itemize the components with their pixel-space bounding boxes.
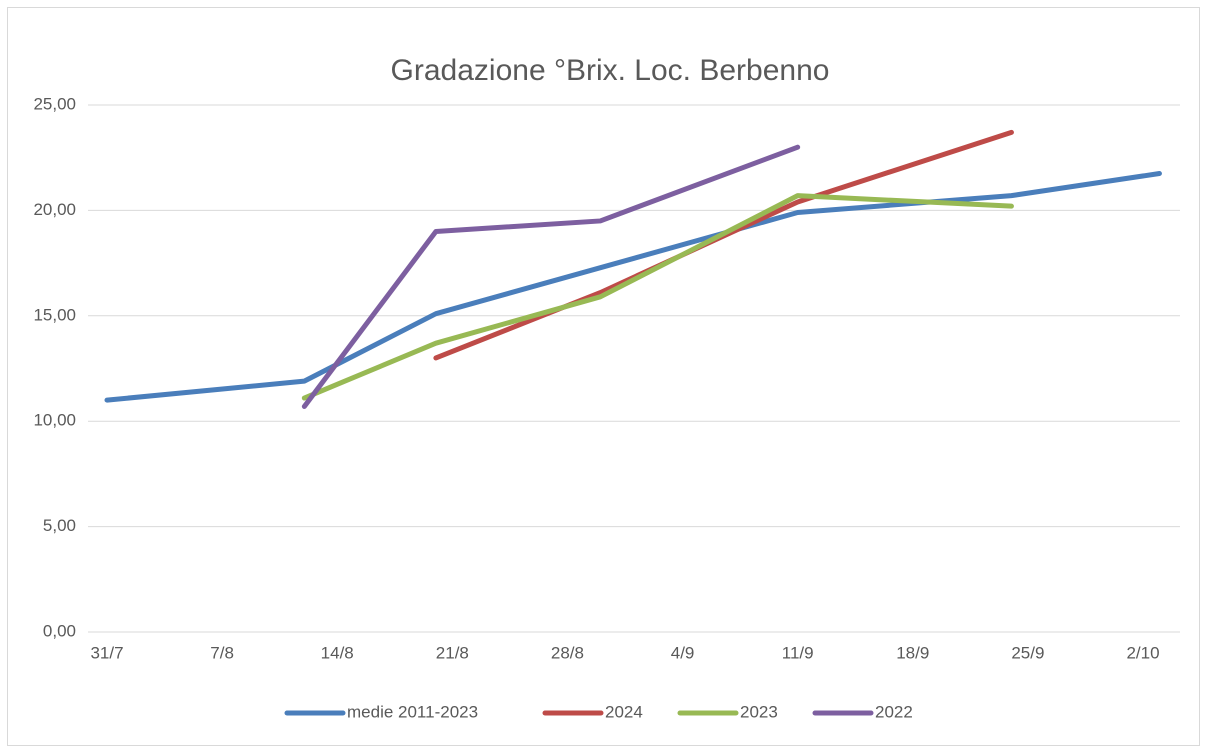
y-tick-label: 25,00 <box>33 94 76 113</box>
y-tick-label: 5,00 <box>43 516 76 535</box>
x-tick-label: 21/8 <box>436 643 469 662</box>
x-tick-label: 28/8 <box>551 643 584 662</box>
x-tick-label: 14/8 <box>321 643 354 662</box>
x-tick-label: 7/8 <box>210 643 234 662</box>
y-tick-label: 20,00 <box>33 200 76 219</box>
line-series <box>104 171 1162 403</box>
legend-label: 2023 <box>740 702 778 721</box>
x-tick-label: 18/9 <box>896 643 929 662</box>
line-series <box>301 193 1014 401</box>
chart-border <box>7 7 1200 746</box>
legend-label: 2024 <box>605 702 643 721</box>
y-tick-label: 10,00 <box>33 411 76 430</box>
x-tick-label: 11/9 <box>782 643 814 662</box>
chart-title: Gradazione °Brix. Loc. Berbenno <box>391 54 830 87</box>
x-tick-label: 25/9 <box>1011 643 1044 662</box>
legend-label: 2022 <box>875 702 913 721</box>
y-tick-label: 0,00 <box>43 621 76 640</box>
x-tick-label: 4/9 <box>671 643 695 662</box>
line-series <box>301 144 801 409</box>
x-tick-label: 2/10 <box>1126 643 1159 662</box>
x-tick-label: 31/7 <box>90 643 123 662</box>
legend-label: medie 2011-2023 <box>347 702 478 721</box>
y-tick-label: 15,00 <box>33 305 76 324</box>
